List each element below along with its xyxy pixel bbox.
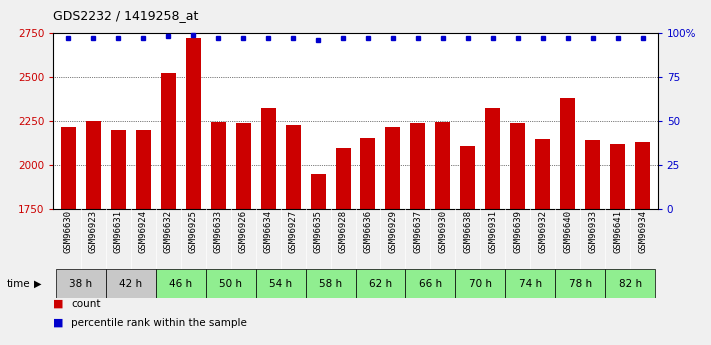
Text: ▶: ▶ <box>34 279 42 289</box>
Bar <box>111 130 126 345</box>
Bar <box>235 124 250 345</box>
Bar <box>106 269 156 298</box>
Bar <box>210 122 225 345</box>
Bar <box>205 269 256 298</box>
Text: 66 h: 66 h <box>419 279 442 289</box>
Bar <box>455 269 506 298</box>
Text: GSM96635: GSM96635 <box>314 210 323 253</box>
Bar <box>605 269 655 298</box>
Text: GSM96925: GSM96925 <box>188 210 198 253</box>
Bar <box>461 146 476 345</box>
Text: GSM96633: GSM96633 <box>213 210 223 253</box>
Text: GSM96631: GSM96631 <box>114 210 123 253</box>
Text: GSM96930: GSM96930 <box>439 210 447 253</box>
Bar <box>535 139 550 345</box>
Text: 38 h: 38 h <box>69 279 92 289</box>
Bar <box>486 108 501 345</box>
Bar <box>435 122 450 345</box>
Text: 58 h: 58 h <box>319 279 342 289</box>
Text: 70 h: 70 h <box>469 279 492 289</box>
Text: GSM96640: GSM96640 <box>563 210 572 253</box>
Text: GSM96927: GSM96927 <box>289 210 298 253</box>
Bar <box>56 269 106 298</box>
Text: 62 h: 62 h <box>369 279 392 289</box>
Text: GSM96924: GSM96924 <box>139 210 148 253</box>
Text: GSM96634: GSM96634 <box>264 210 272 253</box>
Text: 42 h: 42 h <box>119 279 142 289</box>
Bar <box>506 269 555 298</box>
Bar <box>555 269 605 298</box>
Bar <box>261 108 276 345</box>
Bar <box>161 73 176 345</box>
Bar <box>356 269 405 298</box>
Text: GSM96928: GSM96928 <box>338 210 348 253</box>
Text: GSM96926: GSM96926 <box>239 210 247 253</box>
Bar <box>405 269 455 298</box>
Text: GSM96638: GSM96638 <box>464 210 472 253</box>
Text: 78 h: 78 h <box>569 279 592 289</box>
Text: GSM96929: GSM96929 <box>388 210 397 253</box>
Text: GSM96632: GSM96632 <box>164 210 173 253</box>
Text: 82 h: 82 h <box>619 279 642 289</box>
Bar <box>86 121 101 345</box>
Bar <box>385 127 400 345</box>
Bar <box>610 144 625 345</box>
Text: count: count <box>71 299 100 308</box>
Bar <box>186 38 201 345</box>
Bar <box>410 122 425 345</box>
Text: 74 h: 74 h <box>519 279 542 289</box>
Text: 54 h: 54 h <box>269 279 292 289</box>
Text: GSM96641: GSM96641 <box>613 210 622 253</box>
Text: GSM96639: GSM96639 <box>513 210 523 253</box>
Text: GSM96934: GSM96934 <box>638 210 647 253</box>
Bar <box>136 130 151 345</box>
Bar <box>560 98 575 345</box>
Text: GSM96932: GSM96932 <box>538 210 547 253</box>
Text: time: time <box>7 279 31 289</box>
Text: percentile rank within the sample: percentile rank within the sample <box>71 318 247 327</box>
Bar <box>311 175 326 345</box>
Text: GSM96933: GSM96933 <box>588 210 597 253</box>
Text: GSM96637: GSM96637 <box>413 210 422 253</box>
Text: GDS2232 / 1419258_at: GDS2232 / 1419258_at <box>53 9 198 22</box>
Bar <box>156 269 205 298</box>
Bar <box>61 127 76 345</box>
Bar <box>585 140 600 345</box>
Bar <box>360 138 375 345</box>
Text: GSM96923: GSM96923 <box>89 210 98 253</box>
Bar <box>510 122 525 345</box>
Bar <box>336 148 351 345</box>
Text: ■: ■ <box>53 318 64 327</box>
Text: ■: ■ <box>53 299 64 308</box>
Text: GSM96931: GSM96931 <box>488 210 498 253</box>
Text: 46 h: 46 h <box>169 279 192 289</box>
Bar <box>306 269 356 298</box>
Bar <box>286 125 301 345</box>
Text: GSM96630: GSM96630 <box>64 210 73 253</box>
Text: GSM96636: GSM96636 <box>363 210 373 253</box>
Bar <box>256 269 306 298</box>
Text: 50 h: 50 h <box>219 279 242 289</box>
Bar <box>635 142 650 345</box>
